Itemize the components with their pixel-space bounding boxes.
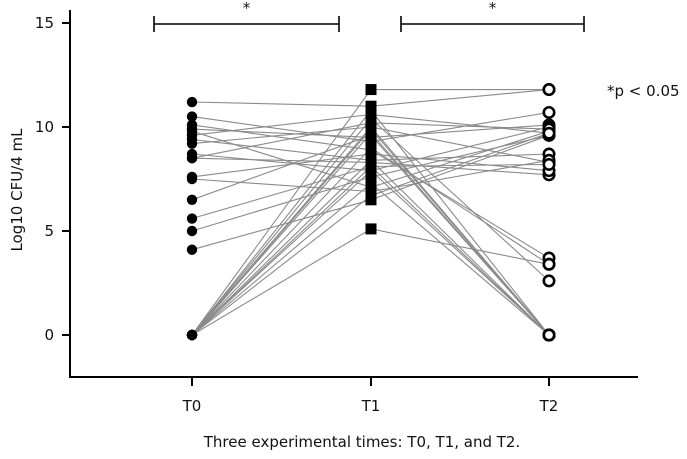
- x-tick-label: T1: [361, 397, 381, 415]
- marker-t1: [365, 154, 377, 166]
- marker-t2: [542, 328, 556, 342]
- x-ticks: T0 T1 T2: [182, 377, 559, 415]
- marker-t2: [542, 274, 556, 288]
- significance-star: *: [243, 0, 251, 17]
- y-ticks: 0 5 10 15: [35, 14, 70, 344]
- marker-t2: [542, 157, 556, 171]
- marker-t1: [365, 113, 377, 125]
- x-axis-title: Three experimental times: T0, T1, and T2…: [203, 433, 521, 451]
- significance-note: *p < 0.05: [607, 82, 680, 100]
- marker-t2: [542, 105, 556, 119]
- marker-t0: [186, 173, 198, 185]
- marker-t2: [542, 126, 556, 140]
- marker-t1: [365, 104, 377, 116]
- marker-t0: [186, 138, 198, 149]
- x-tick-label: T2: [539, 397, 559, 415]
- marker-t0: [186, 329, 198, 341]
- y-tick-label: 10: [35, 118, 54, 136]
- marker-t1: [365, 127, 377, 139]
- marker-t0: [186, 225, 198, 237]
- marker-t1: [365, 190, 377, 202]
- marker-t1: [365, 223, 377, 235]
- y-tick-label: 0: [44, 326, 54, 344]
- marker-t0: [186, 194, 198, 205]
- significance-star: *: [489, 0, 497, 17]
- marker-t0: [186, 96, 198, 108]
- significance-brackets: * *: [153, 0, 585, 32]
- marker-t0: [186, 244, 198, 255]
- x-tick-label: T0: [182, 397, 202, 415]
- y-tick-label: 15: [35, 14, 54, 32]
- marker-t1: [365, 148, 377, 160]
- marker-t1: [365, 121, 377, 133]
- marker-t2: [542, 83, 556, 97]
- marker-t1: [365, 142, 377, 154]
- y-axis-title: Log10 CFU/4 mL: [8, 128, 26, 252]
- marker-t0: [186, 153, 198, 164]
- marker-t1: [365, 84, 377, 96]
- marker-t1: [365, 165, 377, 177]
- marker-t1: [365, 171, 377, 183]
- marker-t1: [365, 177, 377, 189]
- marker-t2: [542, 257, 556, 271]
- marker-t0: [186, 213, 198, 224]
- y-tick-label: 5: [44, 222, 54, 240]
- subject-line: [191, 182, 550, 336]
- axes: [69, 10, 638, 378]
- data-markers: [186, 83, 556, 342]
- marker-t0: [186, 111, 198, 122]
